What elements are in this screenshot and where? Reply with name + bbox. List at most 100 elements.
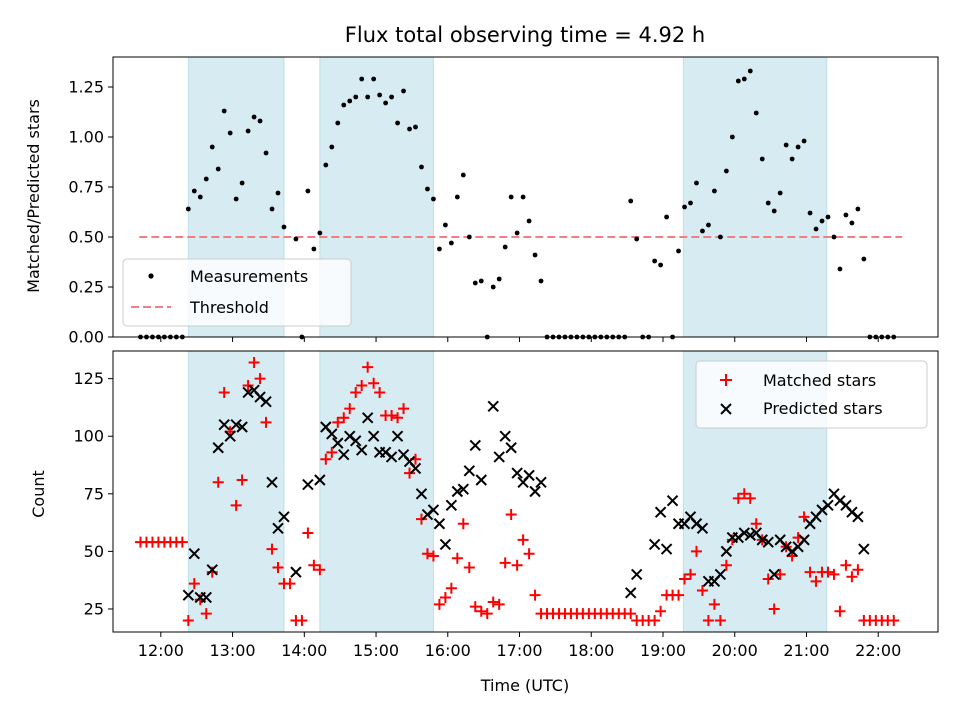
matched-stars-point xyxy=(517,534,529,546)
bottom-chart-xlabel: Time (UTC) xyxy=(480,676,569,695)
measurements-point xyxy=(634,236,640,242)
legend-measurements-marker xyxy=(148,273,154,279)
measurements-point xyxy=(472,280,478,286)
matched-stars-point xyxy=(511,559,523,571)
bottom-chart-ylabel: Count xyxy=(29,470,48,518)
matched-stars-point xyxy=(248,357,260,369)
predicted-stars-point xyxy=(505,442,517,454)
matched-stars-point xyxy=(738,488,750,500)
predicted-stars-point xyxy=(738,527,751,539)
predicted-stars-point xyxy=(756,534,768,546)
measurements-point xyxy=(777,190,783,196)
predicted-stars-point xyxy=(469,439,481,452)
measurements-point xyxy=(239,180,245,186)
measurements-point xyxy=(508,194,514,200)
matched-stars-point xyxy=(690,545,702,557)
matched-stars-point xyxy=(834,605,846,617)
x-tick-label: 12:00 xyxy=(138,641,184,660)
matched-stars-point xyxy=(685,568,696,580)
observing-window-band xyxy=(682,56,828,338)
matched-stars-point xyxy=(493,598,505,610)
measurements-point xyxy=(425,186,430,192)
predicted-stars-point xyxy=(798,534,810,546)
measurements-point xyxy=(454,194,460,200)
measurements-point xyxy=(215,166,221,172)
measurements-point xyxy=(389,94,394,100)
measurements-point xyxy=(538,278,544,284)
measurements-point xyxy=(335,120,341,126)
measurements-point xyxy=(431,196,436,202)
legend-predicted-label: Predicted stars xyxy=(763,399,883,418)
predicted-stars-point xyxy=(326,428,338,440)
measurements-point xyxy=(526,218,532,224)
matched-stars-point xyxy=(768,603,780,615)
matched-stars-point xyxy=(499,557,511,569)
measurements-point xyxy=(197,194,203,200)
measurements-point xyxy=(293,236,299,242)
predicted-stars-point xyxy=(212,442,224,454)
measurements-point xyxy=(723,168,729,174)
predicted-stars-point xyxy=(206,564,218,576)
matched-stars-point xyxy=(505,509,517,521)
matched-stars-point xyxy=(649,614,661,626)
measurements-point xyxy=(520,194,526,200)
predicted-stars-point xyxy=(314,474,326,486)
matched-stars-point xyxy=(475,605,487,617)
matched-stars-point xyxy=(302,527,314,539)
matched-stars-point xyxy=(529,589,541,601)
predicted-stars-point xyxy=(391,430,404,442)
predicted-stars-point xyxy=(523,469,535,482)
measurements-point xyxy=(371,76,377,82)
top-chart-ylabel: Matched/Predicted stars xyxy=(24,99,43,293)
measurements-point xyxy=(466,234,472,240)
predicted-stars-point xyxy=(493,451,505,463)
measurements-point xyxy=(269,206,275,212)
matched-stars-point xyxy=(200,608,212,620)
measurements-point xyxy=(353,94,359,100)
measurements-point xyxy=(311,246,317,252)
predicted-stars-point xyxy=(625,587,637,599)
matched-stars-point xyxy=(798,511,810,523)
matched-stars-point xyxy=(266,543,278,555)
measurements-point xyxy=(341,102,347,108)
matched-stars-point xyxy=(463,562,475,574)
predicted-stars-point xyxy=(355,444,368,456)
measurements-point xyxy=(227,130,233,136)
measurements-point xyxy=(383,100,389,106)
matched-stars-point xyxy=(523,548,535,560)
x-tick-label: 18:00 xyxy=(568,641,614,660)
measurements-point xyxy=(407,126,412,132)
y-tick-label: 100 xyxy=(73,427,104,446)
matched-stars-point xyxy=(284,578,296,590)
measurements-point xyxy=(717,234,723,240)
matched-stars-point xyxy=(762,573,774,585)
predicted-stars-point xyxy=(290,566,302,578)
measurements-point xyxy=(837,266,843,272)
measurements-point xyxy=(813,226,819,232)
predicted-stars-point xyxy=(822,499,834,512)
x-tick-label: 20:00 xyxy=(712,641,758,660)
measurements-point xyxy=(855,206,861,212)
predicted-stars-point xyxy=(350,435,362,447)
y-tick-label: 1.00 xyxy=(68,128,104,147)
matched-stars-point xyxy=(374,386,386,398)
measurements-point xyxy=(658,262,664,268)
bottom-legend-box xyxy=(695,360,928,429)
matched-stars-point xyxy=(314,564,326,576)
measurements-point xyxy=(759,156,765,162)
predicted-stars-point xyxy=(218,418,230,431)
predicted-stars-point xyxy=(499,430,511,442)
predicted-stars-point xyxy=(302,478,314,491)
measurements-point xyxy=(185,206,191,212)
x-tick-label: 22:00 xyxy=(855,641,901,660)
measurements-point xyxy=(765,200,771,206)
matched-stars-point xyxy=(625,608,637,620)
predicted-stars-point xyxy=(415,488,428,500)
measurements-point xyxy=(771,208,777,214)
matched-stars-point xyxy=(350,386,362,398)
predicted-stars-point xyxy=(696,522,709,535)
matched-stars-point xyxy=(655,605,667,617)
measurements-point xyxy=(401,88,406,94)
matched-stars-point xyxy=(702,614,714,626)
predicted-stars-point xyxy=(457,483,470,495)
